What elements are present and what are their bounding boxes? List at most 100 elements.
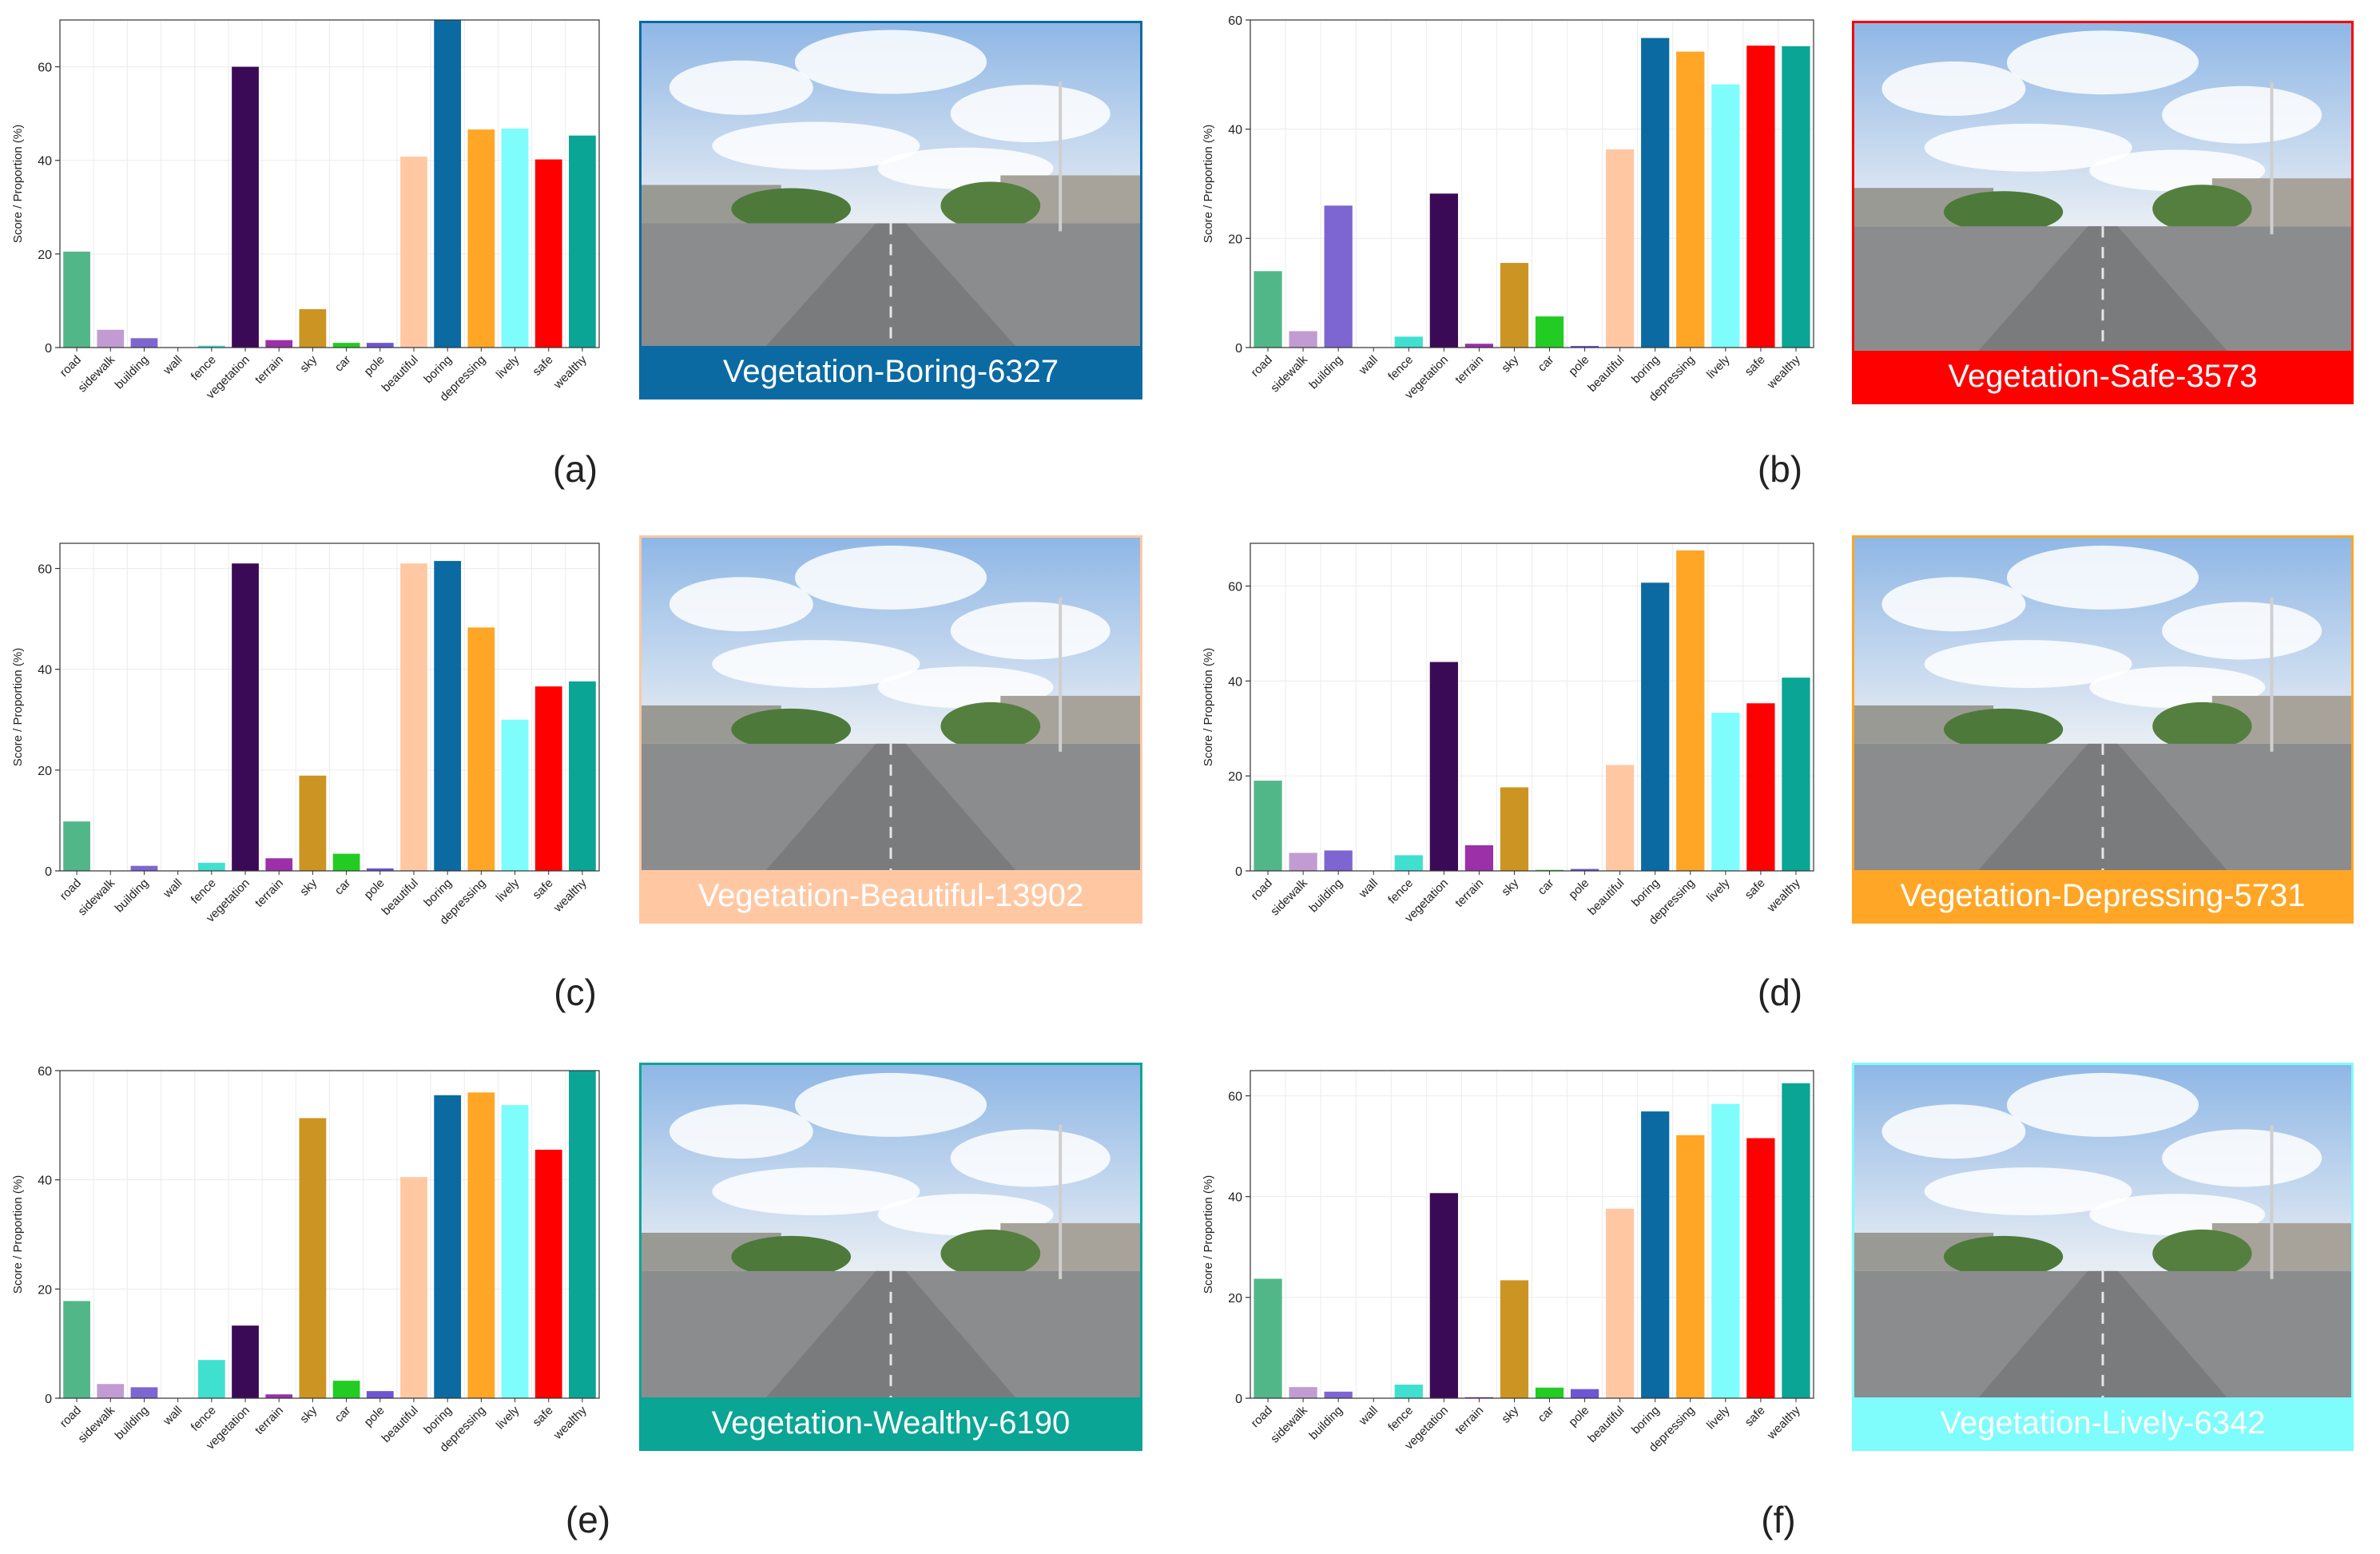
bar-lively: [1711, 713, 1740, 871]
bar-safe: [1746, 1138, 1775, 1398]
street-photo-a: Vegetation-Boring-6327: [639, 21, 1142, 399]
x-tick-label: terrain: [252, 353, 286, 387]
x-tick-label: pole: [1566, 876, 1591, 902]
x-tick-label: fence: [189, 1404, 219, 1434]
photo-caption: Vegetation-Wealthy-6190: [642, 1397, 1140, 1449]
bar-lively: [501, 719, 529, 871]
cloud: [2007, 545, 2199, 610]
x-tick-label: building: [1306, 1404, 1345, 1443]
tree-cluster: [940, 1229, 1041, 1278]
y-axis-label: Score / Proportion (%): [1202, 125, 1215, 243]
bar-fence: [1394, 1384, 1423, 1398]
street-scene-image: [642, 538, 1140, 870]
y-tick-label: 60: [38, 1065, 52, 1079]
bar-vegetation: [232, 1325, 259, 1398]
cloud: [712, 121, 920, 170]
x-tick-label: sidewalk: [1268, 1403, 1310, 1445]
x-tick-label: beautiful: [379, 1404, 421, 1445]
bar-boring: [434, 1095, 462, 1398]
street-scene-image: [1854, 1065, 2351, 1397]
bar-chart-a: 0 20 40 60 Score / Proportion (%) roadsidewal…: [11, 19, 600, 404]
x-tick-label: sky: [297, 1403, 320, 1425]
x-tick-label: lively: [1704, 876, 1733, 904]
x-tick-label: safe: [1742, 876, 1768, 902]
bar-fence: [1394, 336, 1423, 348]
y-axis-label: Score / Proportion (%): [11, 125, 25, 243]
bar-depressing: [1676, 550, 1705, 871]
bar-vegetation: [1429, 1193, 1458, 1398]
bar-road: [63, 1301, 90, 1398]
x-tick-label: safe: [1742, 1404, 1768, 1429]
y-tick-label: 60: [38, 62, 52, 75]
x-tick-label: terrain: [1452, 876, 1486, 910]
x-tick-label: sidewalk: [1268, 352, 1310, 395]
x-tick-label: fence: [189, 353, 219, 384]
x-tick-label: road: [1249, 353, 1275, 380]
bar-safe: [1746, 46, 1775, 348]
x-tick-label: beautiful: [1585, 353, 1627, 395]
road-lane: [766, 223, 1015, 346]
bar-depressing: [1676, 51, 1705, 348]
bar-chart-c: 0 20 40 60 Score / Proportion (%) roadsidewal…: [11, 543, 600, 928]
y-tick-label: 40: [38, 664, 52, 678]
bar-road: [1254, 271, 1282, 348]
bar-sidewalk: [97, 329, 125, 348]
bar-terrain: [1464, 1397, 1494, 1398]
y-tick-label: 20: [38, 765, 52, 778]
y-tick-label: 40: [1228, 124, 1242, 137]
plot-frame: [59, 1070, 600, 1399]
y-tick-label: 0: [1235, 342, 1242, 356]
y-axis-label: Score / Proportion (%): [11, 1175, 25, 1294]
bar-terrain: [265, 1394, 293, 1398]
panel-b: 0 20 40 60 Score / Proportion (%) road sidewal…: [1190, 0, 2380, 511]
cloud: [2007, 1072, 2199, 1137]
x-tick-label: wealthy: [1764, 876, 1803, 915]
x-tick-label: sky: [297, 352, 320, 375]
cloud: [1924, 123, 2132, 172]
bar-wealthy: [569, 1071, 596, 1398]
bar-sky: [1500, 263, 1529, 348]
street-scene-image: [642, 23, 1140, 346]
bar-lively: [1711, 1103, 1740, 1398]
x-tick-label: road: [58, 353, 84, 380]
tree-cluster: [940, 181, 1041, 230]
x-tick-label: lively: [494, 352, 522, 381]
photo-caption: Vegetation-Beautiful-13902: [642, 870, 1140, 921]
cloud: [1924, 640, 2132, 689]
cloud: [1881, 62, 2026, 116]
x-tick-label: building: [1306, 876, 1345, 916]
tree-cluster: [731, 188, 852, 230]
road-lane: [1978, 226, 2227, 351]
x-tick-label: wealthy: [1764, 352, 1803, 391]
y-tick-label: 40: [1228, 675, 1242, 689]
cloud: [2007, 30, 2199, 95]
x-tick-label: beautiful: [379, 353, 421, 395]
bar-boring: [434, 20, 462, 348]
tree-cluster: [940, 701, 1041, 750]
x-tick-label: fence: [189, 876, 219, 907]
bar-terrain: [1464, 344, 1494, 348]
x-tick-label: sky: [1499, 876, 1521, 898]
bar-fence: [197, 345, 225, 348]
bar-safe: [534, 686, 562, 871]
x-tick-label: beautiful: [1585, 876, 1627, 918]
bar-wealthy: [1782, 1083, 1810, 1398]
tree-cluster: [2152, 701, 2252, 750]
x-tick-label: terrain: [252, 876, 286, 910]
cloud: [2162, 602, 2322, 660]
bar-pole: [366, 343, 394, 348]
tree-cluster: [1943, 708, 2064, 750]
y-axis-label: Score / Proportion (%): [1202, 648, 1215, 766]
cloud: [950, 85, 1111, 143]
plot-frame: [1250, 543, 1814, 872]
bar-depressing: [467, 627, 495, 871]
x-tick-label: road: [1249, 876, 1275, 903]
x-tick-label: wealthy: [550, 876, 590, 915]
cloud: [795, 545, 987, 610]
x-tick-label: safe: [530, 1404, 555, 1429]
plot-frame: [1250, 1070, 1814, 1399]
x-tick-label: wall: [160, 353, 185, 378]
tree-cluster: [2152, 185, 2252, 233]
bar-building: [1324, 1391, 1353, 1398]
bar-fence: [1394, 855, 1423, 871]
